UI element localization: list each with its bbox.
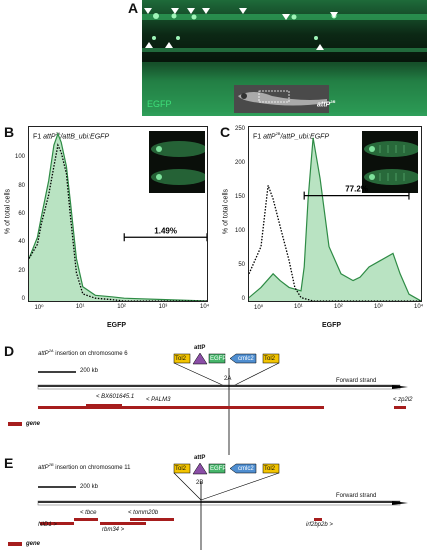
gene-label-irf2bp2b: irf2bp2b > — [306, 522, 333, 528]
construct-label-tol2-left-e: Tol2 — [175, 466, 187, 472]
construct-label-attp-e: attP — [194, 455, 206, 461]
y-tick-label-c: 0 — [241, 296, 245, 302]
series-line-solid — [29, 132, 207, 301]
panel-a-label: A — [128, 0, 139, 16]
construct-label-tol2-right-e: Tol2 — [264, 466, 276, 472]
embryo-fluorescence-svg — [142, 0, 427, 116]
panel-e-label: E — [4, 455, 14, 471]
x-tick-label-c: 10³ — [374, 304, 383, 310]
x-tick-label-b: 10⁰ — [34, 305, 44, 311]
genome-track-e — [8, 462, 408, 550]
construct-e — [173, 462, 280, 501]
gene-tomm20b — [130, 518, 174, 521]
construct-label-egfp-e: EGFP — [210, 466, 227, 472]
gene-tbce — [74, 518, 98, 521]
ylabel-c: % of total cells — [222, 188, 230, 235]
plot-c-title: F1 attP2B/attP_ubi:EGFP — [253, 131, 330, 141]
series-area-solid — [249, 137, 421, 301]
flow-plot-b: F1 attP2A/attB_ubi:EGFP 1.49% — [28, 126, 208, 302]
y-tick-label-c: 50 — [238, 262, 245, 268]
x-tick-label-c: 10² — [334, 304, 343, 310]
arrowhead-markers — [144, 8, 338, 50]
egfp-label: EGFP — [147, 99, 172, 109]
series-line-dotted — [29, 143, 207, 301]
construct-label-egfp-d: EGFP — [210, 356, 227, 362]
gene-rbm34 — [100, 522, 146, 525]
flow-plot-c: F1 attP2B/attP_ubi:EGFP 77.2% — [248, 126, 422, 302]
xlabel-b: EGFP — [107, 322, 127, 329]
flow-chart-b: 1.49% — [29, 132, 207, 301]
legend-swatch-d — [8, 422, 22, 426]
gate-label: 77.2% — [345, 185, 368, 194]
panel-b-label: B — [4, 124, 15, 140]
gate-label: 1.49% — [154, 226, 177, 235]
gene-bx601645 — [86, 404, 122, 407]
d-title: attP2A insertion on chromosome 6 — [38, 348, 128, 357]
flow-chart-c: 77.2% — [249, 137, 421, 301]
panel-d-label: D — [4, 343, 15, 359]
x-tick-label-b: 10⁴ — [200, 304, 210, 310]
x-tick-label-c: 10¹ — [294, 304, 303, 310]
construct-label-attp-d: attP — [194, 345, 206, 351]
y-tick-label-b: 40 — [18, 239, 25, 246]
genome-track-d — [8, 352, 408, 455]
gene-label-tbce: < tbce — [80, 510, 97, 516]
y-tick-label-b: 60 — [18, 211, 25, 217]
legend-label-d: gene — [26, 421, 41, 427]
y-tick-label-c: 250 — [234, 126, 245, 132]
strand-label-e: Forward strand — [336, 493, 377, 499]
construct-label-tol2-left-d: Tol2 — [175, 356, 187, 362]
series-line-dotted — [249, 185, 421, 301]
panel-c-label: C — [220, 124, 231, 140]
site-label-d: 2A — [224, 376, 232, 382]
strand-label-d: Forward strand — [336, 378, 377, 384]
scale-label-d: 200 kb — [80, 368, 99, 374]
series-line-solid — [249, 137, 421, 301]
scale-label-e: 200 kb — [80, 484, 99, 490]
x-tick-label-b: 10³ — [158, 304, 168, 310]
x-tick-label-c: 10⁰ — [254, 305, 264, 311]
y-tick-label-b: 20 — [18, 267, 25, 274]
x-tick-label-b: 10¹ — [75, 304, 85, 310]
legend-label-e: gene — [26, 541, 41, 547]
gene-label-tomm20b: < tomm20b — [128, 510, 159, 516]
series-area-solid — [29, 133, 207, 301]
y-tick-label-c: 200 — [234, 160, 245, 166]
gene-label-nid1: NID1 > — [38, 522, 57, 528]
y-tick-label-c: 100 — [234, 228, 245, 234]
construct-label-tol2-right-d: Tol2 — [264, 356, 276, 362]
y-tick-label-b: 80 — [18, 182, 25, 189]
xlabel-c: EGFP — [322, 322, 342, 329]
site-label-e: 2B — [196, 480, 204, 486]
construct-d — [173, 352, 280, 389]
gene-zp2l2 — [394, 406, 406, 409]
x-tick-label-c: 10⁴ — [414, 304, 424, 310]
gene-nid1 — [40, 522, 74, 525]
gene-label-palm3: < PALM3 — [146, 397, 171, 403]
y-tick-label-b: 0 — [21, 296, 25, 302]
legend-swatch-e — [8, 542, 22, 546]
gene-label-bx601645: < BX601645.1 — [96, 394, 135, 400]
ylabel-b: % of total cells — [4, 188, 12, 235]
y-tick-label-c: 150 — [234, 194, 245, 200]
y-tick-label-b: 100 — [14, 154, 25, 161]
construct-label-cmlc2-d: cmlc2 — [238, 356, 254, 362]
fish-image-b — [149, 131, 207, 193]
gene-label-rbm34: rbm34 > — [102, 527, 125, 533]
gene-irf2bp2b — [314, 518, 322, 521]
embryo-fluorescence-image: EGFP attP2B — [142, 0, 427, 116]
construct-label-cmlc2-e: cmlc2 — [238, 466, 254, 472]
gene-palm3 — [38, 406, 324, 409]
fish-image-c — [362, 131, 420, 193]
gene-label-zp2l2: < zp2l2 — [393, 397, 413, 403]
strain-label: attP2B — [317, 99, 336, 109]
x-tick-label-b: 10² — [117, 304, 126, 310]
e-title: attP2B insertion on chromosome 11 — [38, 462, 131, 471]
